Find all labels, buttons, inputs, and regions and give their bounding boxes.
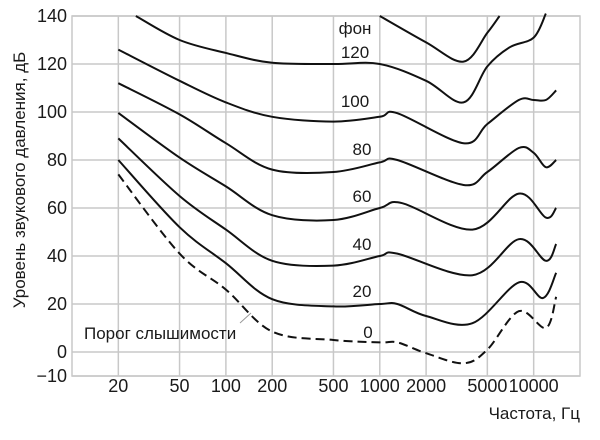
curve-label-100: 100 xyxy=(341,92,369,111)
y-tick-label: 120 xyxy=(37,54,67,74)
grid xyxy=(71,15,581,377)
y-tick-label: 100 xyxy=(37,102,67,122)
x-tick-label: 500 xyxy=(318,376,348,396)
y-tick-label: 140 xyxy=(37,6,67,26)
curve-60-phon xyxy=(117,112,557,231)
curve-labels: 0 20 40 60 80 100 120 xyxy=(341,43,373,342)
curve-label-20: 20 xyxy=(353,282,372,301)
x-tick-label: 5000 xyxy=(467,376,507,396)
threshold-label: Порог слышимости xyxy=(84,324,236,343)
y-tick-label: 80 xyxy=(47,150,67,170)
x-tick-label: 20 xyxy=(108,376,128,396)
curve-40-phon xyxy=(117,137,558,277)
x-tick-label: 1000 xyxy=(360,376,400,396)
y-tick-labels: −10 0 20 40 60 80 100 120 140 xyxy=(36,6,67,386)
curve-label-40: 40 xyxy=(353,235,372,254)
curve-top xyxy=(379,15,501,63)
curve-80-phon xyxy=(117,82,557,187)
x-tick-label: 100 xyxy=(211,376,241,396)
y-tick-label: 60 xyxy=(47,198,67,218)
y-axis-label: Уровень звукового давления, дБ xyxy=(10,52,29,309)
curve-label-60: 60 xyxy=(353,187,372,206)
y-tick-label: 20 xyxy=(47,294,67,314)
y-tick-label: 0 xyxy=(57,342,67,362)
x-tick-labels: 20 50 100 200 500 1000 2000 5000 10000 xyxy=(108,376,558,396)
hearing-threshold-curve xyxy=(117,173,558,365)
x-tick-label: 50 xyxy=(170,376,190,396)
curve-label-120: 120 xyxy=(341,43,369,62)
unit-label: фон xyxy=(339,19,372,38)
series-group xyxy=(117,13,558,365)
x-tick-label: 2000 xyxy=(406,376,446,396)
curve-100-phon xyxy=(117,48,557,145)
x-tick-label: 10000 xyxy=(509,376,559,396)
x-axis-label: Частота, Гц xyxy=(489,404,581,423)
plot-frame xyxy=(71,15,581,377)
x-tick-label: 200 xyxy=(257,376,287,396)
curve-120-phon xyxy=(135,13,547,104)
threshold-leader-line xyxy=(239,312,252,324)
curve-label-80: 80 xyxy=(353,140,372,159)
curve-label-0: 0 xyxy=(363,323,372,342)
y-tick-label: 40 xyxy=(47,246,67,266)
curve-20-phon xyxy=(117,159,558,326)
y-tick-label: −10 xyxy=(36,366,67,386)
